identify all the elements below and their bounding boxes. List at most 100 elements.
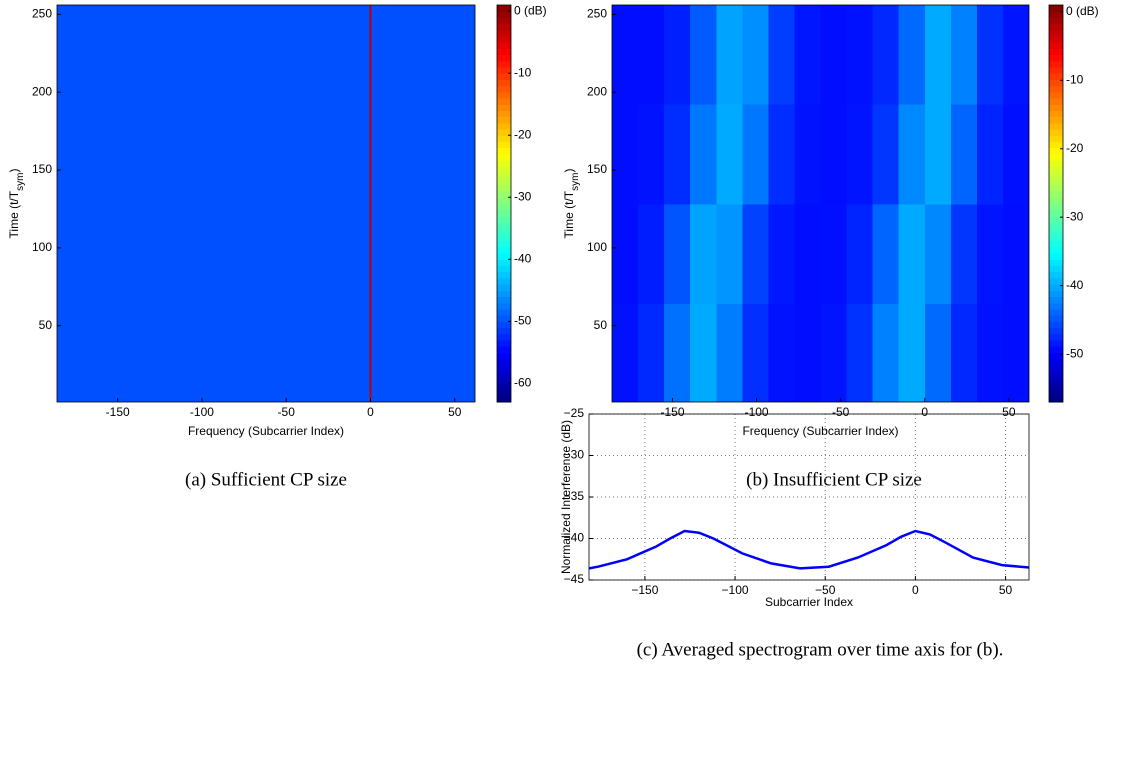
colorbar-step [497,104,511,111]
colorbar-step [1049,23,1063,31]
colorbar-step [497,215,511,223]
heatmap-cell [898,204,925,304]
heatmap-cell [690,303,717,402]
colorbar-step [497,277,511,285]
colorbar-step [497,383,511,391]
x-axis-label: Subcarrier Index [765,595,853,609]
colorbar-tick-label: -40 [514,252,532,266]
heatmap-cell [820,104,847,205]
colorbar-step [1049,54,1063,62]
y-axis-label-part: sym [570,173,581,191]
heatmap-cell [924,5,951,105]
colorbar-step [497,234,511,242]
heatmap-cell [846,5,873,105]
colorbar-step [497,36,511,43]
heatmap-cell [716,104,743,205]
heatmap-cell [924,204,951,304]
colorbar-tick-label: 0 (dB) [1066,4,1099,18]
heatmap-cell [690,5,717,105]
y-axis-label: Time (t/Tsym) [562,169,581,239]
heatmap-cell [872,303,899,402]
colorbar-step [497,339,511,347]
colorbar-step [497,153,511,161]
colorbar-step [1049,85,1063,93]
heatmap-cell [898,5,925,105]
colorbar-step [1049,129,1063,136]
x-axis-label: Frequency (Subcarrier Index) [742,424,898,438]
heatmap-cell [872,204,899,304]
heatmap-cell [898,104,925,205]
x-tick-label: 0 [912,583,919,597]
heatmap-cell [690,204,717,304]
colorbar-step [1049,228,1063,236]
heatmap-cell [846,204,873,304]
heatmap-cell [976,204,1003,304]
heatmap-cell [664,204,691,304]
y-tick-label: −35 [564,489,585,503]
colorbar-step [497,85,511,93]
x-tick-label: 0 [921,405,928,419]
colorbar-step [1049,203,1063,211]
heatmap-cell [638,204,665,304]
x-tick-label: -100 [190,405,214,419]
colorbar-step [1049,333,1063,341]
colorbar-step [1049,153,1063,161]
colorbar-step [1049,234,1063,242]
colorbar-step [497,172,511,180]
heatmap-cell [716,303,743,402]
heatmap-cell [638,303,665,402]
heatmap-cell [846,303,873,402]
y-axis-label-part: Time (t/T [562,190,576,238]
colorbar-step [497,302,511,310]
colorbar-step [1049,352,1063,360]
y-tick-label: −30 [564,448,585,462]
colorbar-step [1049,147,1063,155]
heatmap-cell [794,104,821,205]
heatmap-cell [1002,303,1029,402]
heatmap-cell [1002,204,1029,304]
caption: (a) Sufficient CP size [185,469,347,490]
x-tick-label: 50 [999,583,1013,597]
colorbar-step [497,110,511,118]
colorbar-step [497,91,511,99]
heatmap-cell [924,303,951,402]
colorbar-tick-label: -10 [514,65,532,79]
y-tick-label: 250 [32,7,52,21]
colorbar-step [497,17,511,25]
colorbar-step [1049,17,1063,25]
x-tick-label: -50 [832,405,850,419]
colorbar-step [1049,358,1063,366]
colorbar-step [497,5,511,12]
heatmap-cell [612,104,639,205]
colorbar-step [1049,395,1063,403]
colorbar-step [1049,73,1063,80]
x-axis-label: Frequency (Subcarrier Index) [188,424,344,438]
colorbar-step [497,191,511,198]
colorbar-step [497,135,511,142]
heatmap-cell [846,104,873,205]
heatmap-cell [924,104,951,205]
colorbar-step [497,197,511,204]
colorbar-step [1049,104,1063,111]
x-tick-label: -150 [661,405,685,419]
y-tick-label: 50 [39,318,53,332]
heatmap-cell [57,5,370,402]
colorbar-step [1049,209,1063,217]
colorbar-step [497,333,511,341]
colorbar-step [497,73,511,80]
colorbar-tick-label: -30 [514,189,532,203]
x-tick-label: -50 [278,405,296,419]
panel: 0 (dB) -10 -20 -30 -40 -50 -150 -100 -50 0 50 50 100… [562,4,1099,490]
y-tick-label: −25 [564,406,585,420]
heatmap-cell [872,104,899,205]
colorbar-step [1049,11,1063,18]
heatmap-cell [742,5,769,105]
colorbar-step [1049,98,1063,105]
colorbar-step [1049,122,1063,130]
colorbar-step [497,370,511,378]
heatmap-cell [612,303,639,402]
colorbar-step [497,271,511,279]
colorbar-step [1049,259,1063,267]
colorbar-step [1049,197,1063,204]
colorbar-step [1049,389,1063,397]
